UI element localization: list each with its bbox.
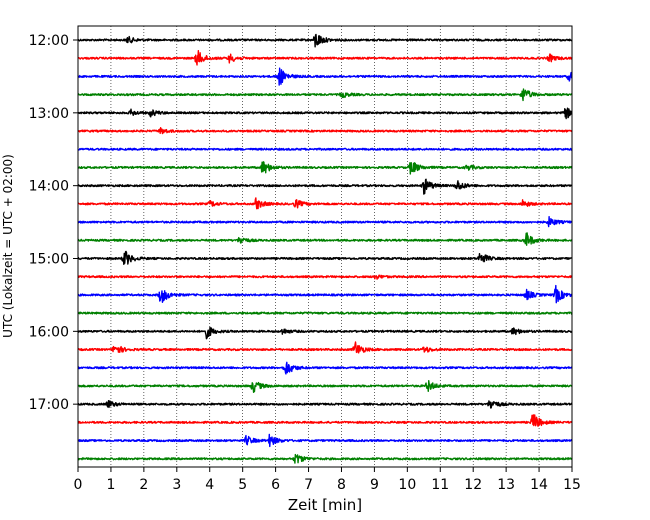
seismogram-trace — [77, 178, 573, 195]
y-tick-label: 17:00 — [29, 397, 69, 413]
seismogram-trace — [77, 400, 573, 409]
x-axis-label: Zeit [min] — [288, 496, 362, 514]
x-tick-label: 6 — [271, 477, 280, 493]
seismogram-trace — [77, 250, 573, 265]
seismogram-trace — [77, 274, 573, 280]
seismogram-trace — [77, 161, 573, 175]
seismogram-trace — [77, 49, 573, 66]
seismogram-trace — [77, 107, 573, 120]
seismogram-trace — [77, 453, 573, 464]
seismogram-trace — [77, 88, 573, 102]
seismogram-trace — [77, 311, 573, 315]
y-axis-label: UTC (Lokalzeit = UTC + 02:00) — [1, 154, 15, 338]
seismogram-trace — [77, 197, 573, 210]
y-tick-label: 14:00 — [29, 179, 69, 195]
x-tick-label: 9 — [370, 477, 379, 493]
seismogram-trace — [77, 326, 573, 340]
x-axis-ticks: 0 1 2 3 4 5 6 7 8 9 10 11 12 13 14 15 — [74, 467, 581, 493]
x-tick-label: 8 — [337, 477, 346, 493]
x-tick-label: 10 — [398, 477, 416, 493]
x-tick-label: 3 — [172, 477, 181, 493]
seismogram-trace — [77, 361, 573, 375]
seismogram-trace — [77, 414, 573, 427]
y-tick-label: 13:00 — [29, 106, 69, 122]
x-tick-label: 0 — [74, 477, 83, 493]
x-tick-label: 7 — [304, 477, 313, 493]
seismogram-trace — [77, 215, 573, 228]
seismogram-trace — [77, 67, 573, 86]
seismogram-trace — [77, 147, 573, 151]
seismogram-traces — [77, 33, 573, 464]
x-tick-label: 1 — [106, 477, 115, 493]
x-tick-label: 11 — [431, 477, 449, 493]
seismogram-trace — [77, 433, 573, 448]
x-tick-label: 2 — [139, 477, 148, 493]
x-tick-label: 14 — [530, 477, 548, 493]
y-axis-ticks: 12:00 13:00 14:00 15:00 16:00 17:00 — [29, 33, 78, 413]
seismogram-trace — [77, 33, 573, 48]
seismogram-trace — [77, 127, 573, 135]
seismogram-trace — [77, 284, 573, 304]
seismogram-trace — [77, 380, 573, 393]
x-tick-label: 13 — [497, 477, 515, 493]
x-tick-label: 12 — [464, 477, 482, 493]
plot-frame — [77, 25, 573, 468]
seismogram-trace — [77, 232, 573, 246]
y-tick-label: 12:00 — [29, 33, 69, 49]
y-tick-label: 15:00 — [29, 252, 69, 268]
x-tick-label: 5 — [238, 477, 247, 493]
vertical-grid — [110, 26, 540, 467]
x-tick-label: 15 — [563, 477, 581, 493]
y-tick-label: 16:00 — [29, 324, 69, 340]
seismogram-trace — [77, 341, 573, 354]
x-tick-label: 4 — [205, 477, 214, 493]
